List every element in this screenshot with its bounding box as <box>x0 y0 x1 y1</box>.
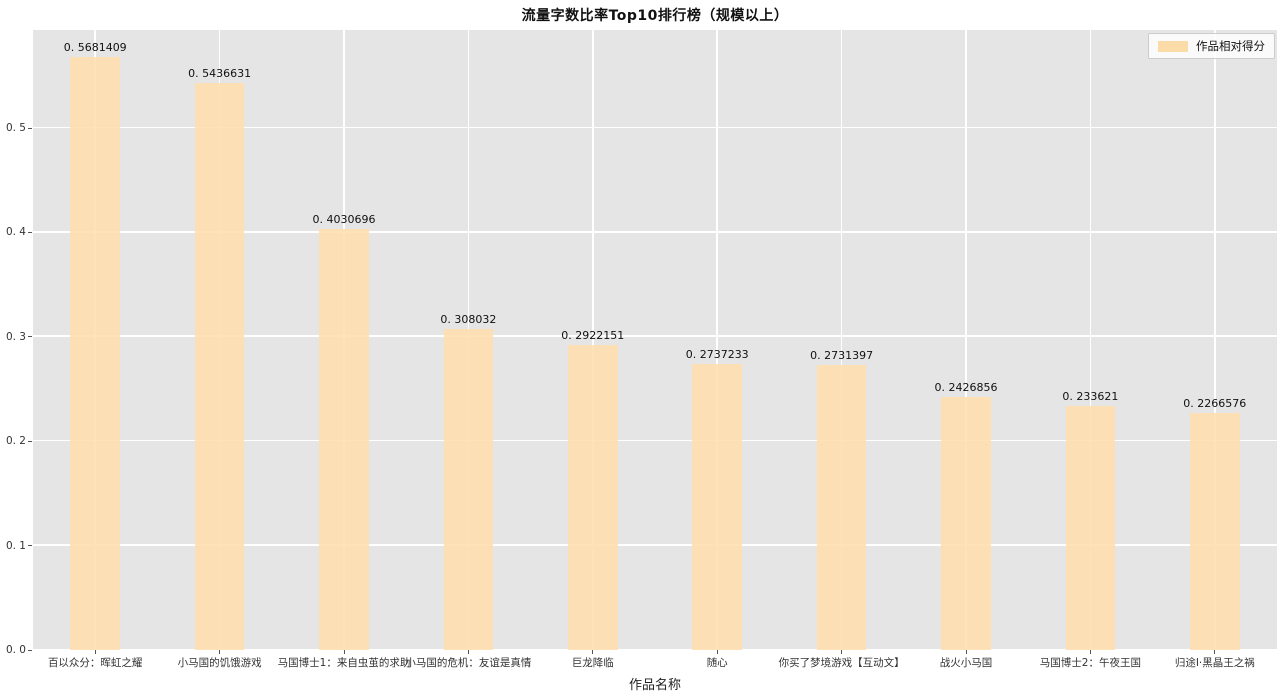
bar-slot: 0. 4030696 <box>282 30 406 650</box>
bar-value-label: 0. 5436631 <box>188 66 252 80</box>
gridline-vertical <box>965 30 967 650</box>
y-tick-label: 0. 5 <box>5 122 26 135</box>
y-tick-label: 0. 2 <box>5 435 26 448</box>
x-tick-label: 随心 <box>706 657 728 669</box>
x-axis-tick <box>1214 650 1216 654</box>
gridline-horizontal <box>33 335 1277 337</box>
legend: 作品相对得分 <box>1148 33 1275 59</box>
bar-value-label: 0. 2266576 <box>1183 397 1247 411</box>
x-tick-label: 小马国的危机：友谊是真情 <box>405 657 532 669</box>
bar <box>443 328 494 650</box>
y-tick-label: 0. 1 <box>5 539 26 552</box>
y-tick-label: 0. 3 <box>5 330 26 343</box>
gridline-vertical <box>1089 30 1092 650</box>
x-axis-tick <box>592 650 594 654</box>
bar-value-label: 0. 233621 <box>1062 390 1119 404</box>
legend-swatch-icon <box>1158 40 1188 52</box>
x-axis-tick-labels: 百以众分：晖虹之耀 小马国的饥饿游戏 马国博士1：来自虫茧的求助 小马国的危机：友谊是… <box>33 655 1277 670</box>
bar-slot: 0. 308032 <box>406 30 530 650</box>
bar <box>1065 406 1116 650</box>
bar <box>1189 413 1240 650</box>
bar <box>194 82 245 650</box>
x-axis-tick <box>965 650 967 654</box>
bar <box>692 364 743 650</box>
x-axis-tick <box>94 650 96 654</box>
x-axis-tick <box>219 650 221 654</box>
bar <box>567 345 618 650</box>
bar-value-label: 0. 4030696 <box>312 213 376 227</box>
y-axis-tick <box>28 440 32 442</box>
x-tick-label: 马国博士1：来自虫茧的求助 <box>277 657 411 669</box>
bar-slot: 0. 2737233 <box>655 30 779 650</box>
gridline-horizontal <box>33 231 1277 233</box>
legend-label: 作品相对得分 <box>1196 39 1265 53</box>
bar-slot: 0. 2426856 <box>904 30 1028 650</box>
x-axis-title: 作品名称 <box>628 678 681 693</box>
y-tick-label: 0. 4 <box>5 226 26 239</box>
x-axis-tick <box>343 650 345 654</box>
y-axis-tick-labels: 0. 0 0. 1 0. 2 0. 3 0. 4 0. 5 <box>0 30 26 656</box>
bar-slot: 0. 5681409 <box>33 30 157 650</box>
bar <box>319 229 369 650</box>
gridline-horizontal <box>33 648 1277 650</box>
y-axis-tick <box>28 545 32 547</box>
bar-slot: 0. 2266576 <box>1153 30 1277 650</box>
x-axis-tick <box>467 650 469 654</box>
gridline-vertical <box>1214 30 1216 650</box>
bar-slot: 0. 233621 <box>1028 30 1152 650</box>
chart-title: 流量字数比率Top10排行榜（规模以上） <box>521 8 789 24</box>
y-axis-tick <box>28 649 32 651</box>
gridline-horizontal <box>33 544 1277 546</box>
y-axis-tick <box>28 127 32 129</box>
bar-value-label: 0. 2922151 <box>561 329 625 342</box>
plot-area: 作品相对得分 0. 5681409 0. 5436631 0. 4030696 0. … <box>33 30 1277 650</box>
bar <box>816 364 867 650</box>
x-axis-tick <box>841 650 843 654</box>
gridline-vertical <box>716 30 718 650</box>
y-axis-ticks <box>28 30 32 651</box>
x-tick-label: 马国博士2：午夜王国 <box>1039 657 1141 669</box>
bar-value-label: 0. 5681409 <box>63 41 127 54</box>
x-axis-tick <box>716 650 718 654</box>
y-axis-tick <box>28 231 32 233</box>
y-axis-tick <box>28 336 32 338</box>
x-tick-label: 小马国的饥饿游戏 <box>177 657 262 669</box>
x-axis-tick <box>1089 650 1091 654</box>
bar-slot: 0. 5436631 <box>157 30 281 650</box>
bar <box>941 396 991 650</box>
bar-slot: 0. 2922151 <box>531 30 655 650</box>
x-tick-label: 战火小马国 <box>939 657 993 669</box>
gridline-horizontal <box>33 439 1277 442</box>
x-tick-label: 巨龙降临 <box>571 657 614 669</box>
bar-value-label: 0. 308032 <box>440 312 497 326</box>
y-tick-label: 0. 0 <box>5 644 26 656</box>
gridline-vertical <box>840 30 843 650</box>
gridline-horizontal <box>33 126 1277 129</box>
x-tick-label: 你买了梦境游戏【互动文】 <box>778 657 905 669</box>
bar-value-label: 0. 2737233 <box>685 348 749 362</box>
x-axis-ticks <box>33 650 1277 654</box>
x-tick-label: 百以众分：晖虹之耀 <box>47 657 143 669</box>
bar-slot: 0. 2731397 <box>779 30 903 650</box>
bar <box>70 57 121 650</box>
x-tick-label: 归途I·黑晶王之祸 <box>1174 657 1255 669</box>
gridline-vertical <box>592 30 594 650</box>
bar-value-label: 0. 2426856 <box>934 380 998 394</box>
bar-value-label: 0. 2731397 <box>810 348 874 362</box>
